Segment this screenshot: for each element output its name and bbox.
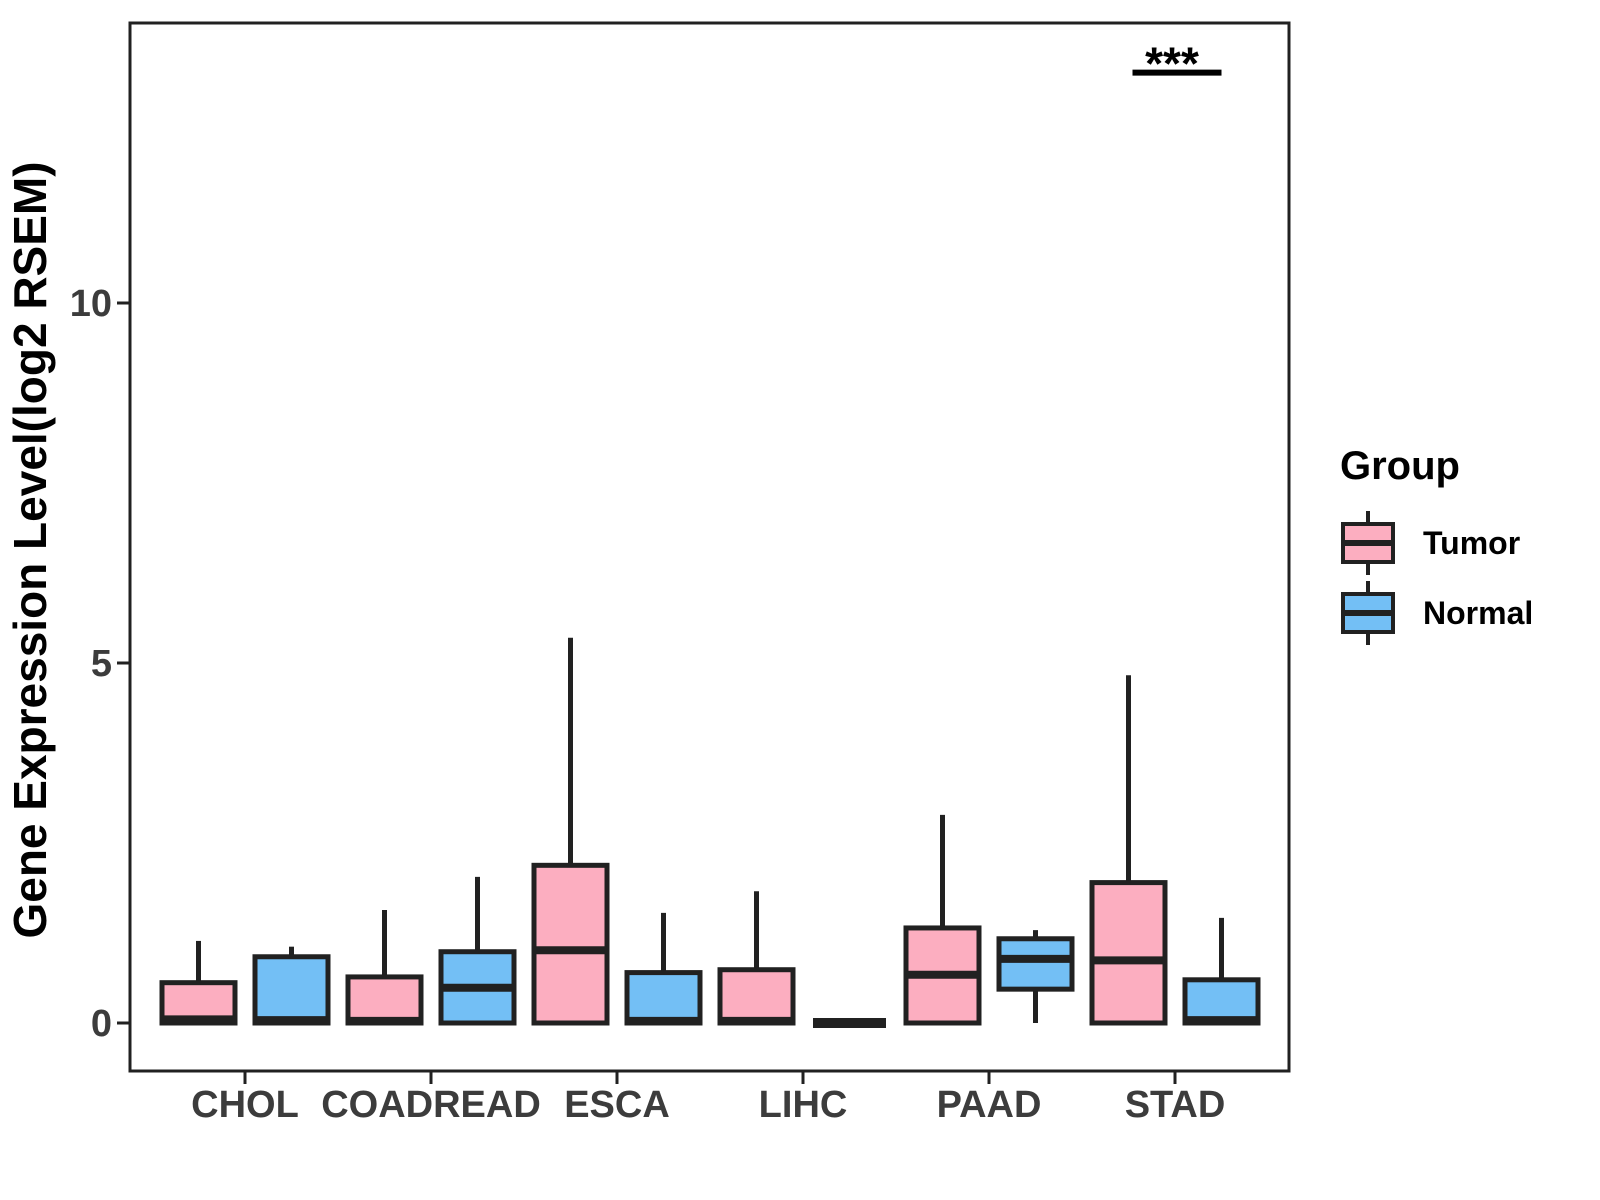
legend-item-normal: Normal [1340,581,1533,645]
x-tick-label: CHOL [191,1084,299,1126]
x-tick-label: PAAD [937,1084,1042,1126]
y-tick-label: 0 [91,1003,112,1045]
legend-item-tumor: Tumor [1340,511,1533,575]
panel-border [128,21,1291,1073]
x-tick-label: ESCA [564,1084,670,1126]
box-PAAD-normal [996,936,1075,992]
box-COADREAD-tumor [345,974,424,1026]
legend-label-normal: Normal [1423,594,1534,631]
legend-label-tumor: Tumor [1423,524,1521,561]
legend-title: Group [1340,444,1460,488]
box-STAD-tumor [1089,880,1168,1026]
y-tick-label: 10 [70,283,112,325]
x-tick-label: COADREAD [321,1084,541,1126]
tumor-boxplot-key-icon [1341,511,1395,575]
y-tick-label: 5 [91,643,112,685]
normal-boxplot-key-icon [1341,581,1395,645]
box-CHOL-normal [252,954,331,1026]
box-ESCA-normal [624,970,703,1026]
x-tick-label: LIHC [759,1084,848,1126]
box-ESCA-tumor [531,862,610,1026]
y-axis-title: Gene Expression Level(log2 RSEM) [4,161,56,938]
legend: Group Tumor Normal [1340,443,1533,651]
box-LIHC-tumor [717,967,796,1026]
significance-stars: *** [1145,38,1199,90]
x-tick-label: STAD [1125,1084,1226,1126]
